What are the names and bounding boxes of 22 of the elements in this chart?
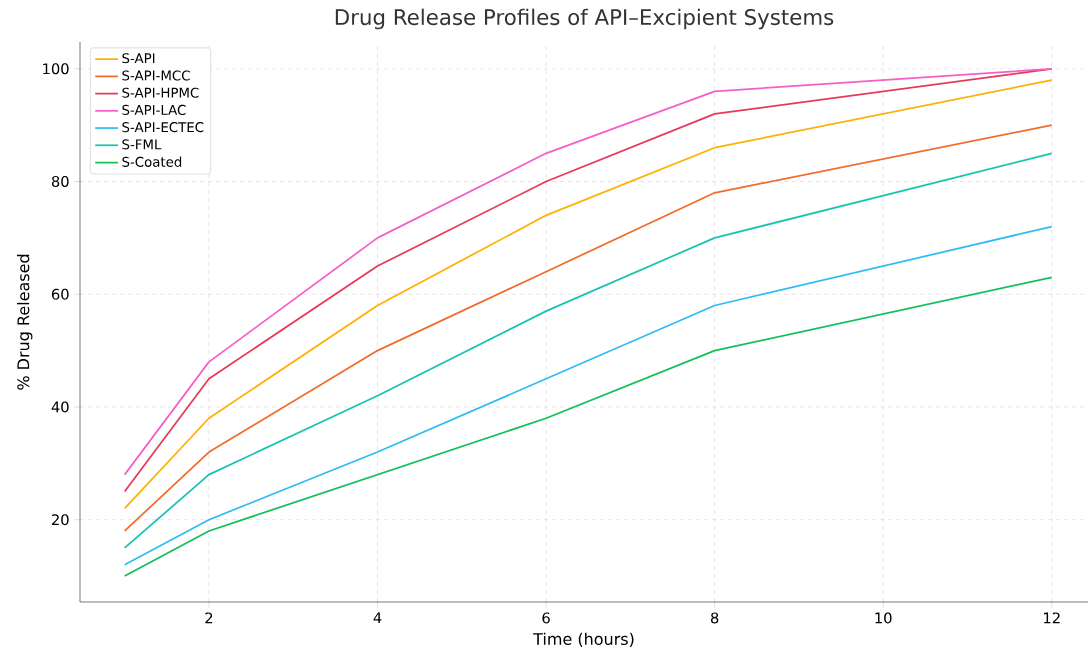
legend-label: S-API-HPMC (122, 87, 199, 98)
legend-label: S-API-MCC (122, 70, 190, 81)
x-tick-label: 10 (875, 612, 892, 624)
y-axis-title: % Drug Released (16, 254, 33, 390)
y-tick-label: 80 (51, 175, 69, 188)
x-axis-title: Time (hours) (533, 632, 634, 647)
legend-label: S-Coated (122, 156, 182, 167)
y-tick-label: 60 (51, 288, 69, 300)
x-tick-label: 2 (205, 612, 213, 624)
y-tick-label: 20 (52, 514, 69, 526)
y-tick-label: 100 (43, 63, 69, 75)
line-series (123, 225, 1053, 566)
x-tick-label: 12 (1044, 612, 1060, 624)
x-tick-label: 6 (542, 612, 550, 624)
legend-label: S-API-ECTEC (122, 122, 204, 133)
legend-label: S-API-LAC (122, 104, 186, 115)
legend-label: S-FML (122, 139, 162, 150)
legend-label: S-API (122, 53, 155, 64)
x-tick-label: 8 (710, 612, 719, 624)
y-tick-label: 40 (51, 401, 69, 413)
chart-title: Drug Release Profiles of API–Excipient Systems (335, 8, 834, 30)
x-tick-label: 4 (373, 612, 382, 624)
